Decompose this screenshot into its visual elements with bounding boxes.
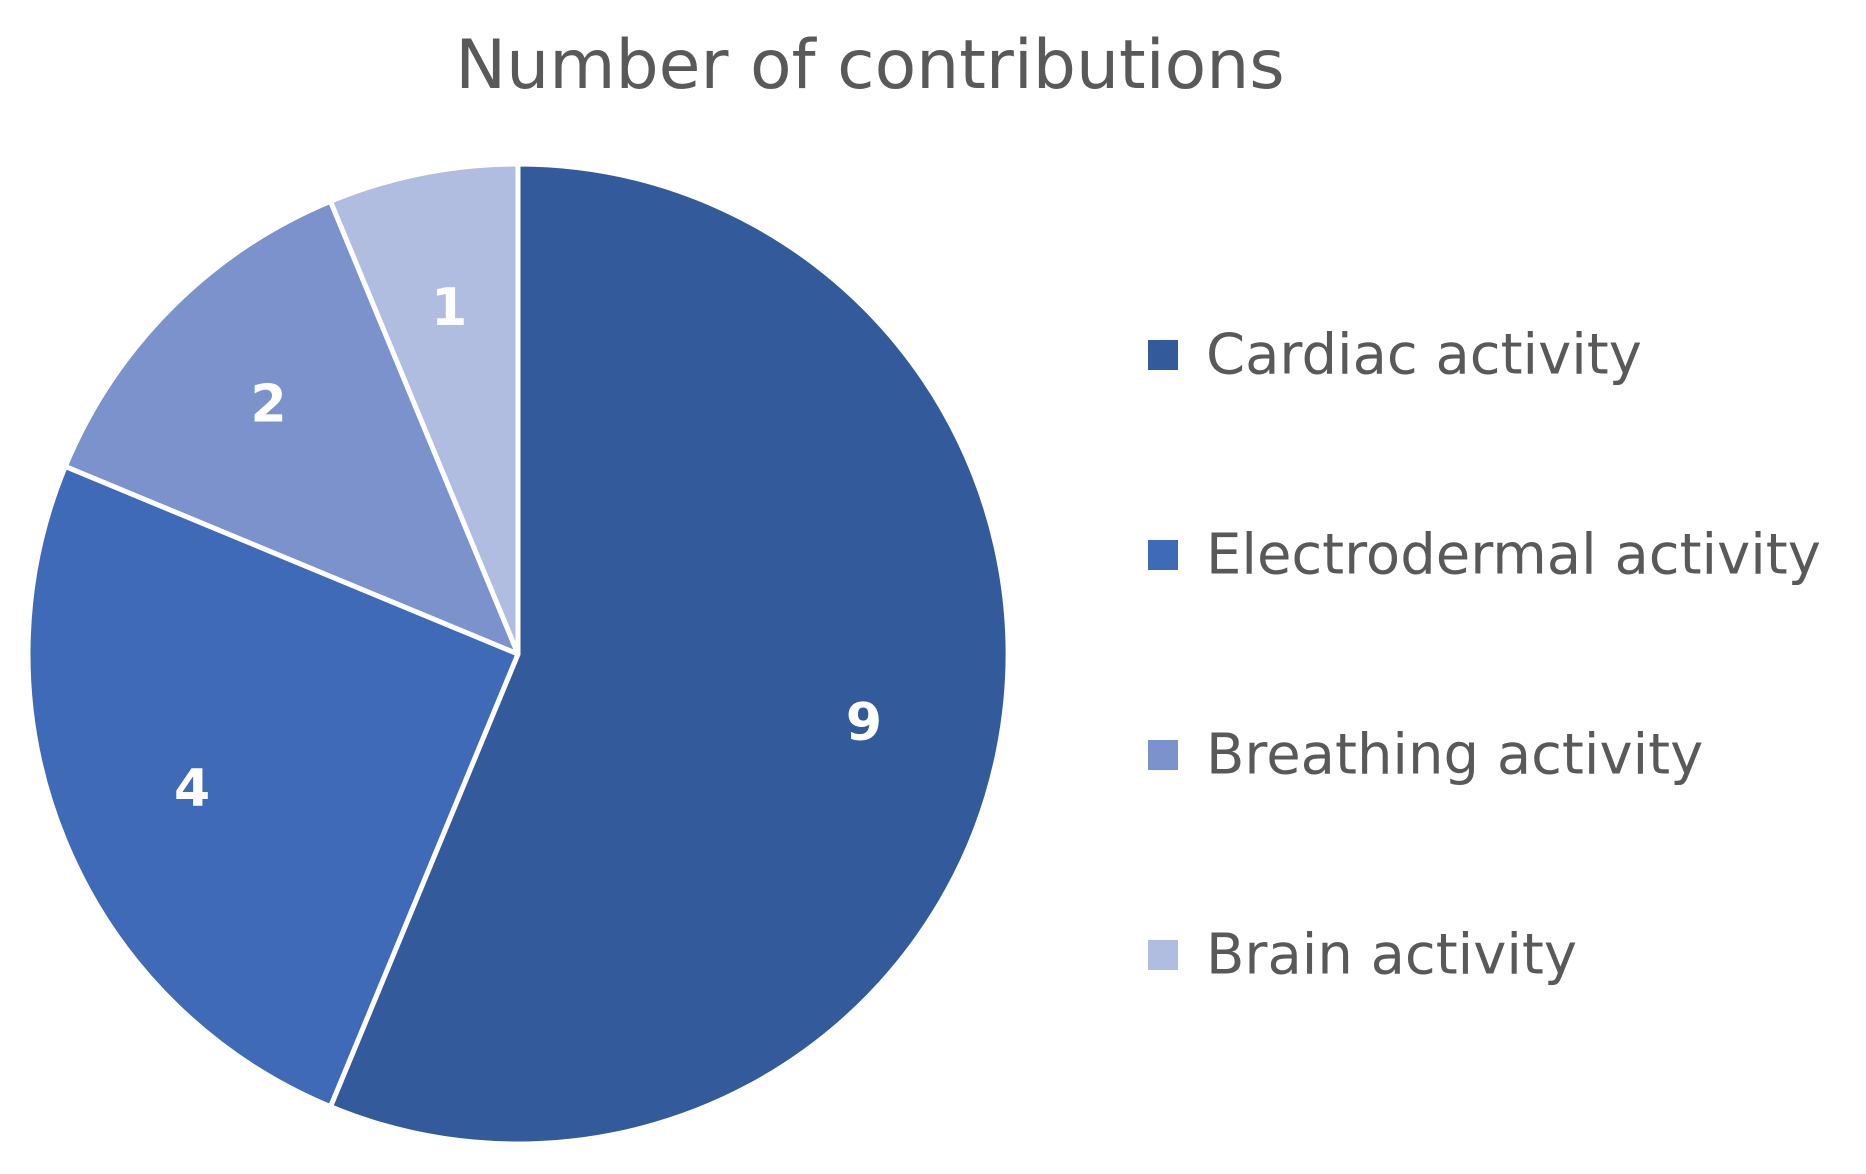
pie-slices	[25, 161, 1011, 1147]
chart-title: Number of contributions	[455, 26, 1284, 105]
pie-slice-brain-activity	[327, 161, 521, 657]
legend-label-brain-activity: Brain activity	[1206, 923, 1577, 988]
legend-label-electrodermal-activity: Electrodermal activity	[1206, 523, 1821, 588]
legend-swatch-cardiac-activity	[1148, 340, 1178, 370]
data-label-electrodermal-activity: 4	[174, 759, 210, 819]
legend-swatch-electrodermal-activity	[1148, 540, 1178, 570]
data-label-cardiac-activity: 9	[846, 693, 882, 753]
legend-label-breathing-activity: Breathing activity	[1206, 723, 1703, 788]
data-label-breathing-activity: 2	[250, 375, 286, 435]
pie-slice-electrodermal-activity	[25, 463, 521, 1110]
slice-labels: 9 4 2 1	[174, 278, 882, 819]
pie-slice-breathing-activity	[62, 198, 521, 657]
legend-swatch-brain-activity	[1148, 940, 1178, 970]
legend: Cardiac activity Electrodermal activity Br…	[1148, 323, 1821, 988]
legend-swatch-breathing-activity	[1148, 740, 1178, 770]
pie-slice-cardiac-activity	[327, 161, 1011, 1147]
legend-label-cardiac-activity: Cardiac activity	[1206, 323, 1642, 388]
data-label-brain-activity: 1	[431, 278, 467, 338]
